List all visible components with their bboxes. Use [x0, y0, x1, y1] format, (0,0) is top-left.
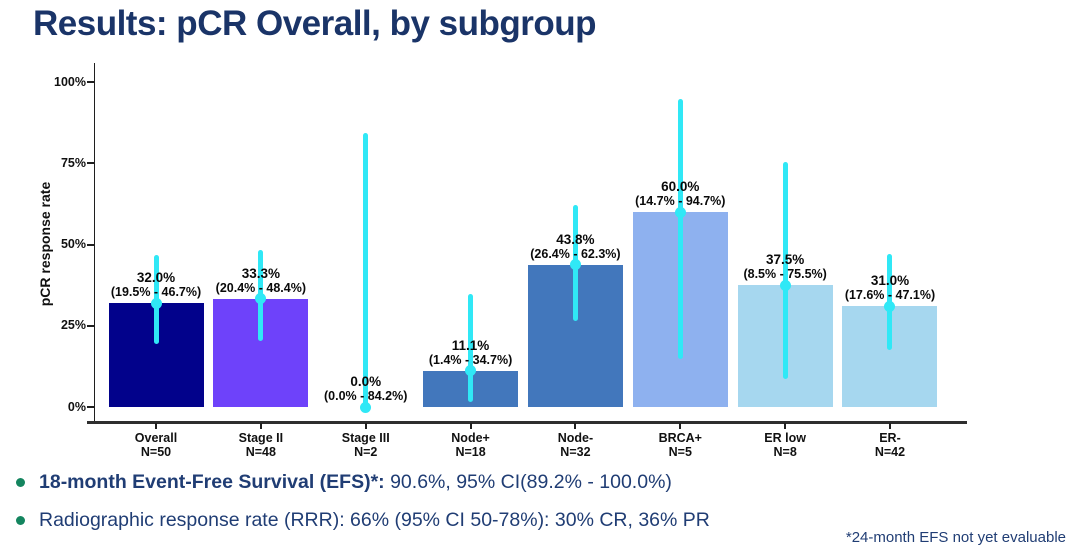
category-n: N=48 — [245, 444, 276, 459]
category-n: N=18 — [455, 444, 486, 459]
category-name: BRCA+ — [658, 431, 702, 445]
category-n: N=42 — [874, 444, 906, 459]
bullet-efs-lead: 18-month Event-Free Survival (EFS)*: — [39, 471, 385, 493]
ci-label: (0.0% - 84.2%) — [324, 389, 408, 403]
footnote: *24-month EFS not yet evaluable — [845, 529, 1066, 546]
bullet-dot-icon — [16, 516, 25, 525]
ci-label: (17.6% - 47.1%) — [844, 288, 936, 303]
y-tick-mark — [87, 406, 94, 408]
x-tick-mark — [364, 423, 367, 429]
bar-label-group: 11.1% (1.4% - 34.7%) — [386, 338, 556, 367]
error-bar — [677, 99, 683, 360]
category-n: N=5 — [668, 444, 692, 459]
value-label: 31.0% — [870, 273, 910, 289]
x-tick-mark — [155, 423, 157, 429]
category-label: BRCA+ N=5 — [620, 431, 740, 459]
category-label: ER low N=8 — [725, 431, 845, 459]
y-tick-mark — [87, 243, 94, 246]
category-name: Node- — [557, 431, 594, 445]
value-label: 32.0% — [136, 270, 176, 285]
ci-label: (1.4% - 34.7%) — [428, 352, 513, 367]
bar-label-group: 60.0% (14.7% - 94.7%) — [595, 179, 765, 208]
x-tick-mark — [259, 423, 262, 429]
point-marker — [360, 401, 372, 413]
category-n: N=2 — [354, 444, 378, 459]
bullet-rrr: Radiographic response rate (RRR): 66% (9… — [16, 509, 710, 532]
value-label: 0.0% — [350, 374, 382, 389]
y-tick-mark — [87, 324, 94, 327]
x-tick-mark — [574, 423, 577, 429]
value-label: 37.5% — [766, 252, 805, 268]
point-marker — [465, 365, 477, 377]
x-tick-mark — [679, 423, 682, 429]
x-axis-line — [87, 421, 967, 424]
category-name: Stage III — [341, 431, 390, 445]
y-tick-label: 0% — [67, 399, 86, 414]
point-marker — [569, 259, 581, 271]
point-marker — [779, 279, 791, 291]
y-tick-label: 25% — [60, 318, 86, 333]
category-name: ER low — [764, 431, 806, 445]
bullet-efs: 18-month Event-Free Survival (EFS)*: 90.… — [16, 471, 672, 494]
bar-label-group: 43.8% (26.4% - 62.3%) — [490, 232, 660, 261]
category-n: N=32 — [560, 444, 591, 459]
category-label: Node- N=32 — [515, 431, 635, 459]
x-tick-mark — [784, 423, 787, 429]
category-label: Stage III N=2 — [306, 431, 426, 459]
category-label: ER- N=42 — [830, 431, 950, 459]
value-label: 11.1% — [451, 337, 490, 353]
y-axis-line — [93, 63, 96, 423]
value-label: 43.8% — [556, 231, 595, 247]
ci-label: (19.5% - 46.7%) — [110, 285, 202, 299]
bullet-efs-text: 18-month Event-Free Survival (EFS)*: 90.… — [39, 471, 672, 494]
y-tick-mark — [87, 81, 94, 83]
category-name: ER- — [879, 431, 901, 445]
x-tick-mark — [888, 423, 891, 429]
bar-label-group: 37.5% (8.5% - 75.5%) — [700, 252, 870, 281]
bar-label-group: 31.0% (17.6% - 47.1%) — [805, 273, 975, 302]
point-marker — [884, 300, 896, 312]
page-title: Results: pCR Overall, by subgroup — [33, 4, 597, 43]
point-marker — [255, 293, 267, 305]
bullet-rrr-value: Radiographic response rate (RRR): 66% (9… — [39, 509, 710, 531]
y-tick-mark — [87, 162, 94, 165]
category-name: Node+ — [451, 431, 490, 445]
category-n: N=50 — [140, 444, 172, 459]
point-marker — [674, 206, 686, 218]
x-tick-mark — [469, 423, 472, 429]
ci-label: (26.4% - 62.3%) — [530, 246, 621, 261]
bar-label-group: 32.0% (19.5% - 46.7%) — [71, 270, 241, 299]
category-label: Node+ N=18 — [411, 431, 531, 459]
value-label: 60.0% — [661, 179, 700, 194]
ci-label: (20.4% - 48.4%) — [215, 280, 306, 295]
error-bar — [363, 133, 369, 407]
category-name: Overall — [134, 431, 178, 445]
category-label: Stage II N=48 — [201, 431, 321, 459]
error-bar — [782, 161, 788, 380]
value-label: 33.3% — [241, 265, 280, 281]
bar-label-group: 33.3% (20.4% - 48.4%) — [176, 266, 346, 295]
y-tick-label: 50% — [60, 237, 86, 251]
bullet-rrr-text: Radiographic response rate (RRR): 66% (9… — [39, 509, 710, 532]
error-bar — [468, 294, 474, 403]
bar-label-group: 0.0% (0.0% - 84.2%) — [281, 374, 451, 403]
y-tick-label: 75% — [60, 155, 86, 170]
ci-label: (8.5% - 75.5%) — [743, 267, 827, 282]
bullet-dot-icon — [16, 478, 25, 487]
category-label: Overall N=50 — [96, 431, 216, 459]
point-marker — [150, 297, 162, 309]
ci-label: (14.7% - 94.7%) — [635, 194, 726, 208]
category-n: N=8 — [773, 444, 797, 459]
category-name: Stage II — [238, 431, 284, 445]
y-tick-label: 100% — [54, 74, 86, 89]
bullet-efs-value: 90.6%, 95% CI(89.2% - 100.0%) — [384, 471, 672, 493]
